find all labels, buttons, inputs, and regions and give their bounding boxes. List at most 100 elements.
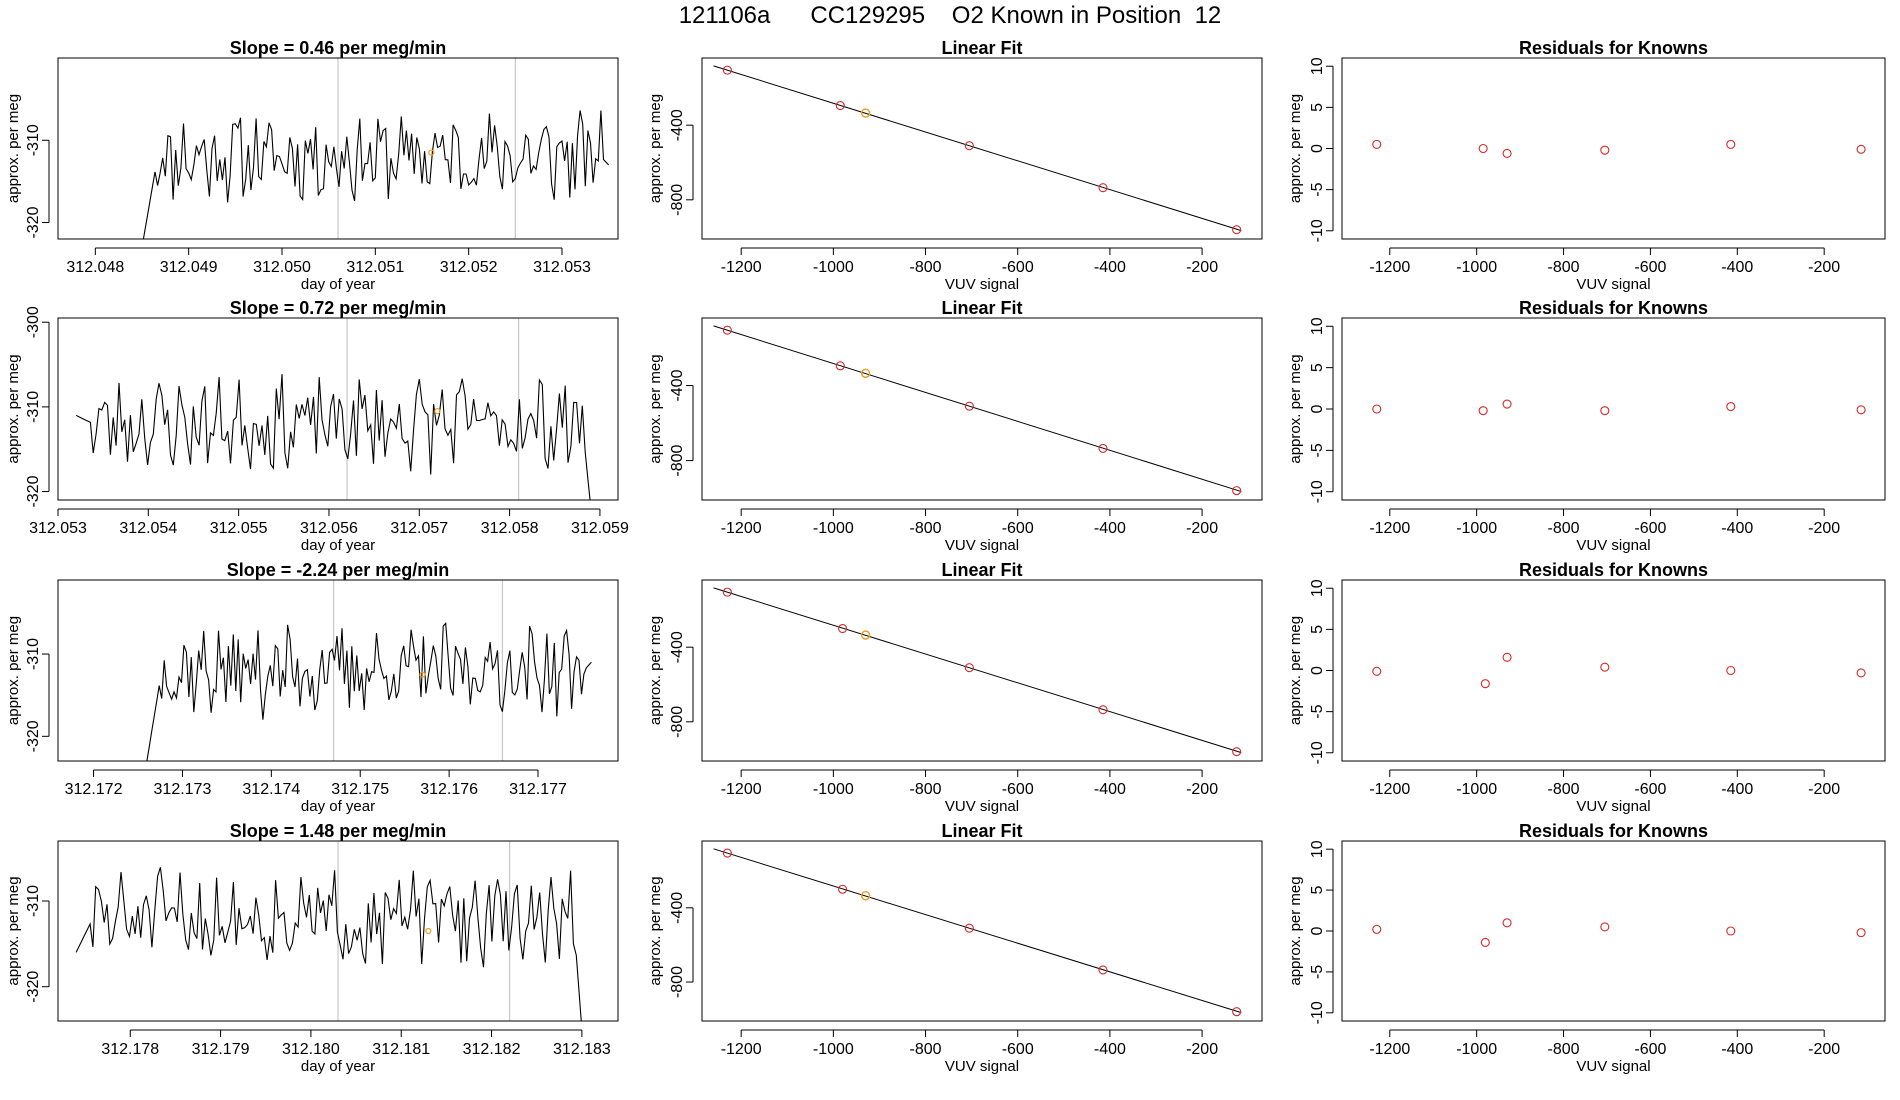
known-point [1098,443,1108,453]
x-tick-label: -200 [1186,520,1218,537]
highlight-point [434,408,441,415]
x-tick-label: 312.058 [481,520,539,537]
x-tick-label: -600 [1634,1041,1666,1058]
y-axis-label: approx. per meg [647,354,664,463]
y-tick-label: 0 [1309,666,1326,675]
y-tick-label: -800 [669,184,686,216]
plot-frame [57,579,619,762]
x-tick-label: 312.048 [66,259,124,276]
known-point [1502,148,1512,158]
known-point [1232,1007,1242,1017]
x-axis-label: VUV signal [1576,537,1650,554]
x-tick-label: -200 [1808,520,1840,537]
x-tick-label: -800 [910,1041,942,1058]
x-axis-label: VUV signal [945,798,1019,815]
known-point [1502,652,1512,662]
known-point [835,101,845,111]
x-tick-label: -400 [1094,259,1126,276]
known-point [722,587,732,597]
y-axis-label: approx. per meg [5,616,22,725]
x-tick-label: -600 [1634,259,1666,276]
fit-line [713,65,1242,232]
known-point [964,663,974,673]
known-point [1098,965,1108,975]
residuals-chart-row-1: Residuals for Knowns -1200 -1000 -800 -600 -4… [1287,38,1886,293]
y-tick-label: 10 [1309,57,1326,75]
time-series-chart-row-2: Slope = 0.72 per meg/min 312.053 312.054 31… [5,298,629,554]
chart-title: Linear Fit [941,298,1022,318]
x-tick-label: -1000 [813,781,854,798]
x-axis-label: VUV signal [945,276,1019,293]
plot-frame [701,317,1263,501]
plot-frame [701,840,1263,1022]
x-tick-label: -1000 [813,259,854,276]
y-tick-label: -310 [25,638,42,670]
y-tick-label: 10 [1309,579,1326,597]
known-point [838,884,848,894]
x-tick-label: -800 [910,520,942,537]
x-tick-label: -1200 [721,1041,762,1058]
known-point [964,923,974,933]
y-tick-label: 0 [1309,926,1326,935]
linear-fit-chart-row-2: Linear Fit -1200 -1000 -800 -600 -400 -200 VUV … [647,298,1263,554]
x-tick-label: -400 [1721,259,1753,276]
known-point [1726,665,1736,676]
chart-title: Slope = 0.72 per meg/min [230,298,447,318]
sample-point [860,630,871,640]
y-tick-label: 5 [1309,886,1326,895]
y-tick-label: -310 [25,885,42,917]
x-tick-label: -1000 [813,1041,854,1058]
y-tick-label: -310 [25,391,42,423]
x-tick-label: -800 [1548,520,1580,537]
x-tick-label: 312.057 [390,520,448,537]
y-tick-label: 5 [1309,625,1326,634]
chart-title: Residuals for Knowns [1519,821,1708,841]
y-axis-label: approx. per meg [5,354,22,463]
y-tick-label: -5 [1309,443,1326,457]
x-tick-label: -800 [1548,781,1580,798]
y-tick-label: -5 [1309,965,1326,979]
x-axis-label: VUV signal [1576,798,1650,815]
plot-frame [1341,317,1886,501]
x-tick-label: 312.177 [509,781,567,798]
chart-title: Residuals for Knowns [1519,38,1708,58]
x-tick-label: 312.059 [571,520,629,537]
y-axis-label: approx. per meg [1287,876,1304,985]
known-point [838,623,848,634]
x-tick-label: 312.055 [210,520,268,537]
known-point [1372,924,1382,934]
known-point [964,141,974,151]
plot-frame [57,317,619,501]
x-tick-label: -400 [1094,520,1126,537]
fit-line [713,325,1242,493]
x-tick-label: -1000 [1456,259,1497,276]
highlight-point [419,671,426,678]
chart-title: Linear Fit [941,38,1022,58]
known-point [722,65,732,75]
x-axis-label: day of year [301,1058,375,1075]
y-tick-label: -320 [25,206,42,238]
y-axis-label: approx. per meg [1287,616,1304,725]
known-point [1372,139,1382,149]
x-tick-label: -600 [1634,781,1666,798]
known-point [1856,144,1866,154]
y-tick-label: -320 [25,971,42,1003]
plot-frame [701,579,1263,762]
data-line [146,621,592,761]
data-line [75,374,591,500]
known-point [1502,918,1512,928]
x-tick-label: -1200 [1369,520,1410,537]
x-tick-label: 312.182 [463,1041,521,1058]
x-tick-label: 312.174 [242,781,300,798]
known-point [1856,928,1866,938]
x-tick-label: 312.049 [160,259,218,276]
known-point [1600,406,1610,416]
x-axis-label: VUV signal [945,1058,1019,1075]
sample-point [860,108,871,118]
x-tick-label: 312.175 [331,781,389,798]
residuals-chart-row-4: Residuals for Knowns -1200 -1000 -800 -600 -4… [1287,821,1886,1075]
y-tick-label: -5 [1309,182,1326,196]
page-title: 121106a CC129295 O2 Known in Position 12 [678,2,1222,29]
known-point [1232,486,1242,496]
y-tick-label: 0 [1309,144,1326,153]
